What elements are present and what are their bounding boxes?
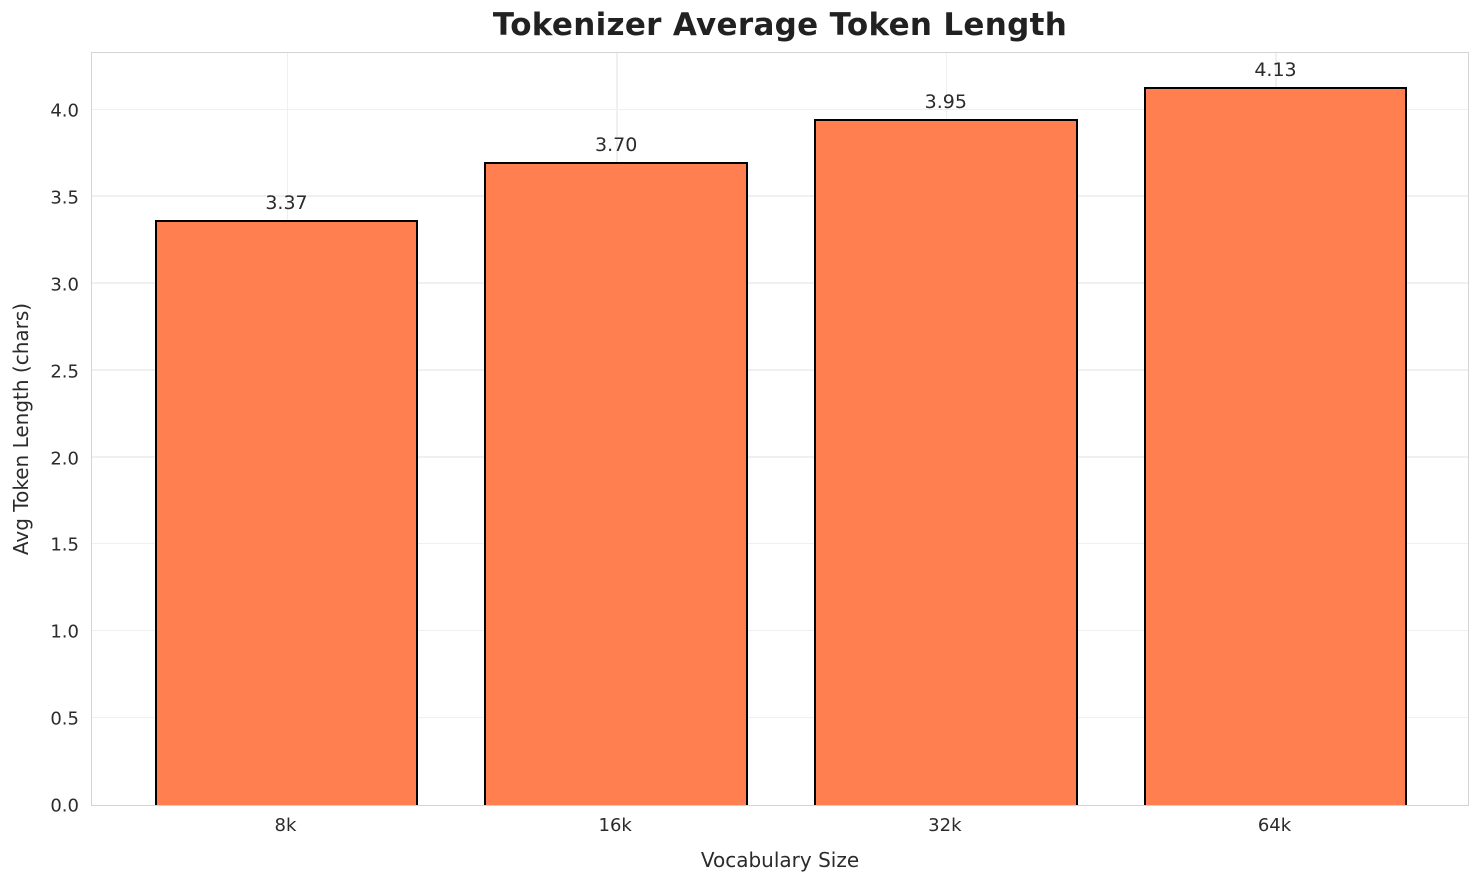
y-tick-0.5: 0.5 xyxy=(50,708,79,730)
bar-value-8k: 3.37 xyxy=(265,191,308,214)
y-tick-2.5: 2.5 xyxy=(50,361,79,383)
x-tick-8k: 8k xyxy=(274,815,297,836)
y-tick-1.5: 1.5 xyxy=(50,534,79,556)
bar-32k xyxy=(813,118,1078,805)
y-tick-3.5: 3.5 xyxy=(50,187,79,209)
y-tick-0.0: 0.0 xyxy=(50,795,79,817)
gridline-h-0.5 xyxy=(92,716,1468,719)
y-tick-4.0: 4.0 xyxy=(50,100,79,122)
gridline-h-3.5 xyxy=(92,195,1468,197)
bar-64k xyxy=(1143,87,1408,805)
gridline-h-1 xyxy=(92,629,1468,632)
gridline-h-2 xyxy=(92,456,1468,458)
chart-title: Tokenizer Average Token Length xyxy=(492,7,1068,43)
bar-value-64k: 4.13 xyxy=(1254,59,1297,82)
x-tick-64k: 64k xyxy=(1257,815,1292,836)
bar-8k xyxy=(154,219,419,805)
plot-area: 3.37 3.70 3.95 4.13 xyxy=(91,52,1469,806)
gridline-h-1.5 xyxy=(92,542,1468,545)
y-tick-3.0: 3.0 xyxy=(50,274,79,296)
bar-value-16k: 3.70 xyxy=(595,134,638,157)
y-tick-1.0: 1.0 xyxy=(50,621,79,643)
x-tick-32k: 32k xyxy=(928,815,962,836)
gridline-h-2.5 xyxy=(92,369,1468,371)
gridline-h-4 xyxy=(92,108,1468,111)
x-tick-16k: 16k xyxy=(598,815,632,836)
gridline-h-3 xyxy=(92,282,1468,284)
x-axis-label: Vocabulary Size xyxy=(700,848,860,872)
y-tick-2.0: 2.0 xyxy=(50,448,79,470)
bar-value-32k: 3.95 xyxy=(924,90,967,113)
y-axis-label: Avg Token Length (chars) xyxy=(9,302,33,556)
bar-16k xyxy=(484,162,749,805)
